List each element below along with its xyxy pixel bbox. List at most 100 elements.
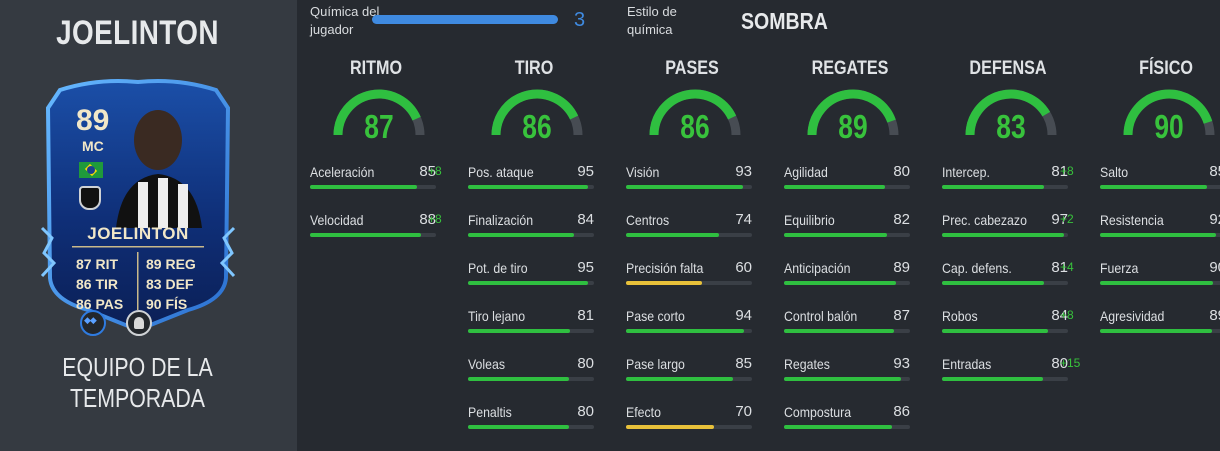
stat-value: 94 [735, 307, 752, 324]
chemistry-value: 3 [574, 9, 586, 31]
stat-gauge-value: 89 [838, 108, 868, 145]
stat-bar-track [784, 233, 910, 237]
stat-bar-fill [310, 185, 418, 189]
stat-value: 85 [419, 163, 436, 180]
stat-row: Pase largo 85 [626, 355, 766, 384]
player-panel: JOELINTON [0, 0, 297, 451]
stat-row: Entradas 80 +15 [942, 355, 1082, 384]
stat-bar-track [626, 377, 752, 381]
stat-value: 80 [577, 355, 594, 372]
chemistry-style-label-line: Estilo de [627, 4, 677, 19]
gauge-fill [649, 89, 737, 136]
stat-row: Pot. de tiro 95 [468, 259, 608, 288]
stat-bar-fill [468, 377, 569, 381]
stat-label: Visión [626, 164, 660, 180]
stat-value: 80 [577, 403, 594, 420]
stat-gauge-value: 90 [1154, 108, 1184, 145]
stat-row: Fuerza 90 [1100, 259, 1220, 288]
stat-gauge: 83 [962, 86, 1060, 145]
stat-gauge: 86 [488, 86, 586, 145]
stat-bar-track [626, 185, 752, 189]
gauge-fill [491, 89, 579, 136]
stat-bar-track [1100, 281, 1220, 285]
stat-value: 85 [735, 355, 752, 372]
stat-bar-fill [784, 377, 902, 381]
gauge-fill [333, 89, 421, 136]
stat-row: Penaltis 80 [468, 403, 608, 432]
stat-label: Equilibrio [784, 212, 835, 228]
stat-bar-track [310, 185, 436, 189]
stat-label: Agresividad [1100, 308, 1165, 324]
stat-value: 90 [1209, 259, 1220, 276]
stat-bar-fill [784, 329, 894, 333]
stat-row: Tiro lejano 81 [468, 307, 608, 336]
stat-label: Entradas [942, 356, 992, 372]
stat-bar-fill [468, 233, 574, 237]
stat-value: 81 [1051, 259, 1068, 276]
stat-label: Fuerza [1100, 260, 1139, 276]
stat-bar-track [468, 185, 594, 189]
player-name: JOELINTON [56, 14, 219, 52]
stat-label: Compostura [784, 404, 852, 420]
stat-bar-track [468, 281, 594, 285]
stat-bar-fill [468, 329, 571, 333]
stat-bar-fill [626, 425, 715, 429]
stat-column-title: PASES [665, 58, 719, 79]
stat-bar-track [942, 233, 1068, 237]
stat-row: Pos. ataque 95 [468, 163, 608, 192]
stat-row: Robos 84 +8 [942, 307, 1082, 336]
stat-row: Efecto 70 [626, 403, 766, 432]
stat-boost: +8 [428, 212, 442, 226]
stat-row: Control balón 87 [784, 307, 924, 336]
stat-label: Tiro lejano [468, 308, 526, 324]
stat-bar-track [784, 281, 910, 285]
stat-row: Cap. defens. 81 +4 [942, 259, 1082, 288]
stat-label: Agilidad [784, 164, 828, 180]
stat-label: Pot. de tiro [468, 260, 528, 276]
stat-gauge: 87 [330, 86, 428, 145]
stat-bar-fill [942, 281, 1045, 285]
player-card[interactable]: 89 MC JOELINTON 87 RIT 86 TIR 86 PAS 89 … [38, 78, 238, 333]
stat-value: 81 [577, 307, 594, 324]
stat-bar-track [310, 233, 436, 237]
card-stat: 83 DEF [146, 276, 194, 292]
stat-gauge: 86 [646, 86, 744, 145]
stat-label: Resistencia [1100, 212, 1164, 228]
stat-row: Velocidad 88 +8 [310, 211, 450, 240]
stat-label: Efecto [626, 404, 661, 420]
stat-bar-track [468, 377, 594, 381]
stat-bar-fill [784, 281, 897, 285]
club-crest-icon [79, 186, 101, 210]
chemistry-label: Química del jugador [310, 3, 379, 39]
stat-boost: +2 [1060, 212, 1074, 226]
player-role-icon [126, 310, 152, 336]
stat-row: Anticipación 89 [784, 259, 924, 288]
card-stats-left: 87 RIT 86 TIR 86 PAS [76, 254, 123, 314]
stat-value: 92 [1209, 211, 1220, 228]
stat-bar-track [468, 233, 594, 237]
stat-label: Aceleración [310, 164, 375, 180]
stat-value: 85 [1209, 163, 1220, 180]
chemistry-style-label: Estilo de química [627, 3, 677, 39]
stat-bar-track [1100, 329, 1220, 333]
stat-boost: +15 [1060, 356, 1081, 370]
stat-label: Cap. defens. [942, 260, 1012, 276]
gauge-fill [965, 89, 1051, 136]
stat-column-title: FÍSICO [1139, 58, 1193, 79]
card-position: MC [82, 138, 104, 154]
card-stat: 89 REG [146, 256, 196, 272]
card-stat: 90 FÍS [146, 296, 188, 312]
stat-bar-track [1100, 233, 1220, 237]
stat-label: Centros [626, 212, 670, 228]
stat-boost: +8 [428, 164, 442, 178]
stat-value: 81 [1051, 163, 1068, 180]
chemistry-style-value[interactable]: SOMBRA [741, 8, 828, 34]
stat-row: Salto 85 [1100, 163, 1220, 192]
stat-label: Pase largo [626, 356, 685, 372]
stat-label: Voleas [468, 356, 506, 372]
stat-bar-fill [942, 233, 1065, 237]
gauge-fill [807, 89, 896, 136]
stat-bar-track [784, 185, 910, 189]
stat-bar-fill [468, 281, 588, 285]
stat-bar-track [626, 281, 752, 285]
